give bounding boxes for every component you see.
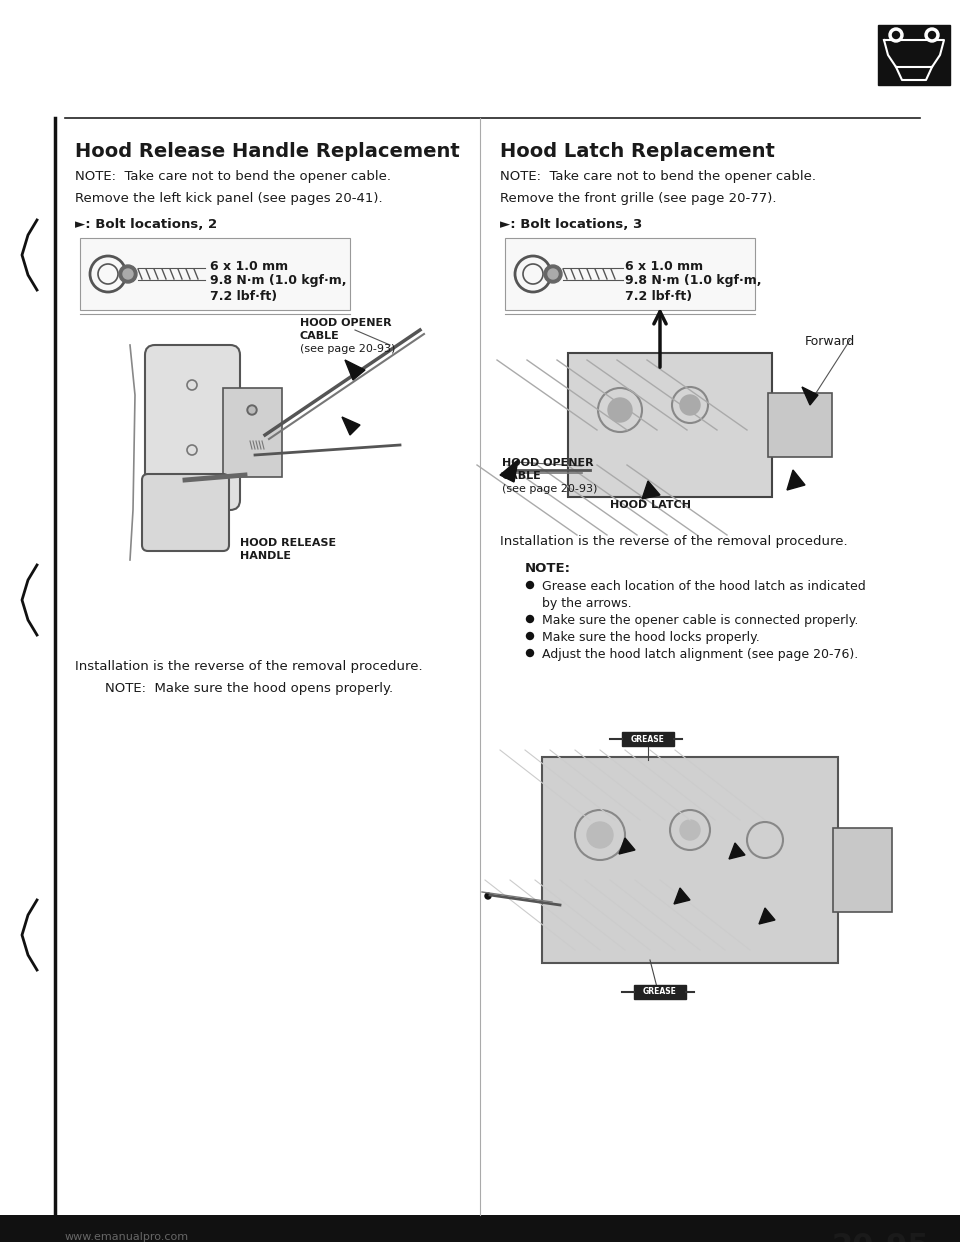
Text: Grease each location of the hood latch as indicated: Grease each location of the hood latch a… bbox=[542, 580, 866, 592]
Text: Forward: Forward bbox=[804, 335, 855, 348]
Text: Make sure the hood locks properly.: Make sure the hood locks properly. bbox=[542, 631, 759, 645]
Polygon shape bbox=[729, 843, 745, 859]
Circle shape bbox=[587, 822, 613, 848]
Text: HOOD RELEASE: HOOD RELEASE bbox=[240, 538, 336, 548]
Circle shape bbox=[680, 820, 700, 840]
Polygon shape bbox=[619, 838, 635, 854]
Text: Installation is the reverse of the removal procedure.: Installation is the reverse of the remov… bbox=[75, 660, 422, 673]
Circle shape bbox=[526, 650, 534, 657]
Bar bbox=[622, 732, 674, 746]
FancyBboxPatch shape bbox=[542, 758, 838, 963]
Polygon shape bbox=[802, 388, 818, 405]
Text: NOTE:  Take care not to bend the opener cable.: NOTE: Take care not to bend the opener c… bbox=[500, 170, 816, 183]
Circle shape bbox=[889, 29, 903, 42]
Text: 6 x 1.0 mm: 6 x 1.0 mm bbox=[625, 260, 703, 273]
Circle shape bbox=[119, 265, 137, 283]
Text: 6 x 1.0 mm: 6 x 1.0 mm bbox=[210, 260, 288, 273]
Circle shape bbox=[485, 893, 491, 899]
Text: NOTE:: NOTE: bbox=[525, 561, 571, 575]
Bar bbox=[0, 1215, 960, 1242]
Polygon shape bbox=[787, 469, 805, 491]
Circle shape bbox=[526, 632, 534, 640]
Text: Hood Latch Replacement: Hood Latch Replacement bbox=[500, 142, 775, 161]
FancyBboxPatch shape bbox=[142, 474, 229, 551]
Circle shape bbox=[893, 31, 900, 39]
FancyBboxPatch shape bbox=[223, 388, 282, 477]
Text: NOTE:  Take care not to bend the opener cable.: NOTE: Take care not to bend the opener c… bbox=[75, 170, 391, 183]
Circle shape bbox=[526, 581, 534, 589]
Text: 7.2 lbf·ft): 7.2 lbf·ft) bbox=[210, 289, 277, 303]
Circle shape bbox=[123, 270, 133, 279]
FancyBboxPatch shape bbox=[568, 353, 772, 497]
Text: CABLE: CABLE bbox=[300, 332, 340, 342]
Polygon shape bbox=[500, 460, 518, 482]
Text: Adjust the hood latch alignment (see page 20-76).: Adjust the hood latch alignment (see pag… bbox=[542, 648, 858, 661]
Text: Installation is the reverse of the removal procedure.: Installation is the reverse of the remov… bbox=[500, 535, 848, 548]
Text: 9.8 N·m (1.0 kgf·m,: 9.8 N·m (1.0 kgf·m, bbox=[625, 274, 761, 287]
Polygon shape bbox=[674, 888, 690, 904]
FancyBboxPatch shape bbox=[768, 392, 832, 457]
Text: by the arrows.: by the arrows. bbox=[542, 597, 632, 610]
Text: HANDLE: HANDLE bbox=[240, 551, 291, 561]
Polygon shape bbox=[642, 481, 660, 499]
Text: www.emanualpro.com: www.emanualpro.com bbox=[65, 1232, 189, 1242]
Circle shape bbox=[928, 31, 935, 39]
FancyBboxPatch shape bbox=[833, 828, 892, 912]
Text: HOOD LATCH: HOOD LATCH bbox=[610, 501, 691, 510]
Bar bbox=[80, 238, 350, 310]
Text: CABLE: CABLE bbox=[502, 471, 541, 481]
Text: 20-95: 20-95 bbox=[831, 1232, 929, 1242]
FancyBboxPatch shape bbox=[145, 345, 240, 510]
Text: ►: Bolt locations, 2: ►: Bolt locations, 2 bbox=[75, 219, 217, 231]
Bar bbox=[505, 238, 755, 310]
Text: NOTE:  Make sure the hood opens properly.: NOTE: Make sure the hood opens properly. bbox=[105, 682, 394, 696]
Circle shape bbox=[608, 397, 632, 422]
Polygon shape bbox=[345, 360, 365, 380]
Bar bbox=[634, 985, 686, 999]
Text: Remove the left kick panel (see pages 20-41).: Remove the left kick panel (see pages 20… bbox=[75, 193, 383, 205]
Bar bbox=[878, 25, 950, 84]
Circle shape bbox=[247, 405, 257, 415]
Circle shape bbox=[548, 270, 558, 279]
Circle shape bbox=[925, 29, 939, 42]
Circle shape bbox=[544, 265, 562, 283]
Text: 7.2 lbf·ft): 7.2 lbf·ft) bbox=[625, 289, 692, 303]
Text: (see page 20-93): (see page 20-93) bbox=[502, 484, 597, 494]
Circle shape bbox=[249, 407, 255, 414]
Polygon shape bbox=[759, 908, 775, 924]
Text: Make sure the opener cable is connected properly.: Make sure the opener cable is connected … bbox=[542, 614, 858, 627]
Text: (see page 20-93): (see page 20-93) bbox=[300, 344, 396, 354]
Polygon shape bbox=[342, 417, 360, 435]
Text: 9.8 N·m (1.0 kgf·m,: 9.8 N·m (1.0 kgf·m, bbox=[210, 274, 347, 287]
Text: ►: Bolt locations, 3: ►: Bolt locations, 3 bbox=[500, 219, 642, 231]
Text: GREASE: GREASE bbox=[631, 734, 665, 744]
Text: Hood Release Handle Replacement: Hood Release Handle Replacement bbox=[75, 142, 460, 161]
Circle shape bbox=[680, 395, 700, 415]
Text: GREASE: GREASE bbox=[643, 987, 677, 996]
Text: Remove the front grille (see page 20-77).: Remove the front grille (see page 20-77)… bbox=[500, 193, 777, 205]
Circle shape bbox=[526, 616, 534, 622]
Text: HOOD OPENER: HOOD OPENER bbox=[502, 458, 593, 468]
Text: HOOD OPENER: HOOD OPENER bbox=[300, 318, 392, 328]
